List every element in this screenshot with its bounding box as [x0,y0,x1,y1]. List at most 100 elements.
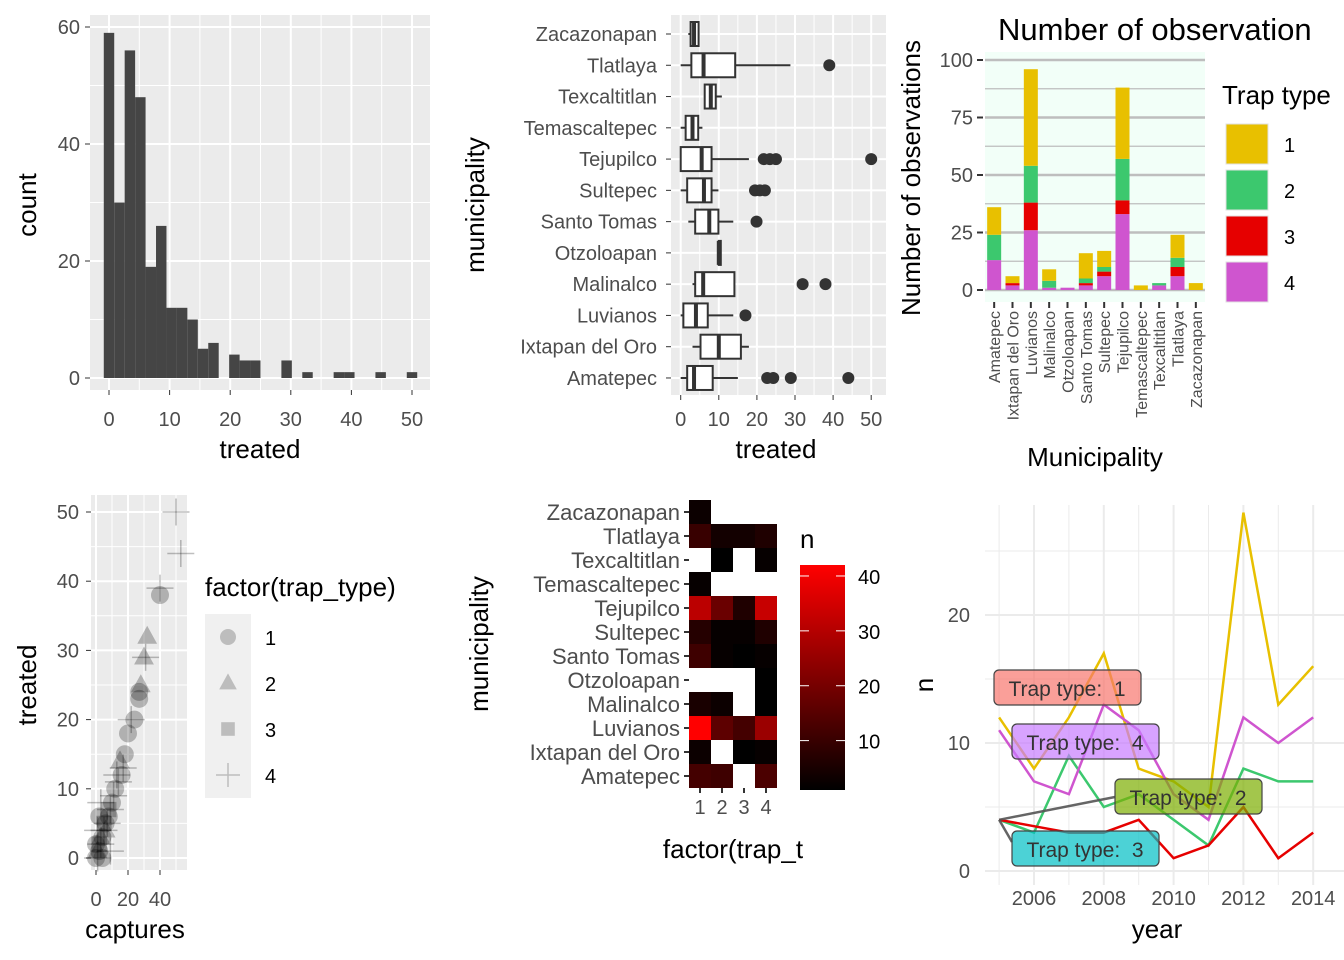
y-tick-label: Luvianos [577,305,657,327]
heatmap-cell [689,500,711,524]
stacked-bar-segment [1170,257,1185,267]
heatmap-cell [733,692,755,716]
x-axis-title: year [1132,914,1183,944]
y-axis-title: n [909,678,939,692]
x-tick-label: 50 [860,409,882,431]
y-tick-label: Zacazonapan [547,500,680,525]
heatmap-cell [755,644,777,668]
heatmap-cell [689,716,711,740]
y-tick-label: Ixtapan del Oro [520,337,657,359]
stacked-bar-segment [1170,276,1185,290]
box-outlier [767,371,780,384]
scatter-point [151,586,169,605]
y-tick-label: Ixtapan del Oro [530,740,680,765]
stacked-bar-segment [1097,271,1112,277]
scatter-point [91,836,107,852]
scatter-point [117,706,145,734]
scatter-point [146,574,174,602]
heatmap-cell [733,764,755,788]
x-tick-label: 30 [280,409,302,431]
hist-bar [302,372,313,378]
stacked-bar-segment [1115,200,1130,215]
legend-label: 3 [1284,227,1295,249]
box [694,271,736,298]
box-outlier [784,371,797,384]
scatter-point [87,849,105,867]
x-axis-title: treated [220,434,301,464]
box-outlier [823,59,836,72]
scatter-point [101,801,117,818]
legend-key [1225,123,1269,165]
legend-label: 4 [1284,273,1295,295]
x-tick-label: 10 [158,409,180,431]
scatter-point [93,849,112,867]
scatter-point [90,816,118,844]
legend-key [220,629,236,645]
y-tick-label: 0 [68,848,79,870]
series-label: Trap type: 4 [1026,732,1143,755]
colorbar [800,565,845,790]
boxplot-panel [671,15,886,395]
heatmap-cell [711,620,733,644]
heatmap-cell [755,716,777,740]
scatter-point [95,819,116,838]
stacked-bar-segment [1078,278,1093,284]
heatmap-cell [689,764,711,788]
box [679,146,713,173]
legend-label: 3 [265,720,276,742]
legend-title: n [800,524,814,554]
heatmap-cell [755,500,777,524]
x-tick-label: 3 [738,797,749,819]
heatmap-cell [755,572,777,596]
series-label-box [1011,723,1160,760]
heatmap-cell [755,668,777,692]
x-tick-label: 20 [117,889,139,911]
hist-bar [166,307,177,378]
y-tick-label: Santo Tomas [541,212,657,234]
scatter-point [134,646,154,665]
y-tick-label: 60 [58,17,80,39]
y-tick-label: 100 [940,50,973,72]
y-tick-label: Santo Tomas [552,644,680,669]
y-tick-label: Amatepec [581,764,680,789]
y-tick-label: Sultepec [579,180,657,202]
y-axis-title: count [12,172,42,236]
hist-bar [145,266,157,378]
y-tick-label: 50 [57,502,79,524]
hist-bar [239,360,251,378]
hist-bar [281,360,292,378]
y-tick-label: 25 [951,223,973,245]
legend-key [219,673,237,690]
heatmap-cell [711,596,733,620]
stacked-bar-segment [1042,269,1057,281]
y-tick-label: 40 [57,571,79,593]
heatmap-cell [755,524,777,548]
y-tick-label: Otzoloapan [555,243,657,265]
y-tick-label: Tejupilco [579,149,657,171]
x-tick-label: Tejupilco [1116,311,1133,373]
legend-label: 1 [265,628,276,650]
stacked-bar-segment [1023,69,1038,166]
heatmap-cell [733,668,755,692]
y-tick-label: 0 [69,368,80,390]
x-tick-label: 1 [694,797,705,819]
legend-label: 4 [265,766,276,788]
x-tick-label: Sultepec [1097,311,1114,373]
scatter-point [90,807,109,826]
x-tick-label: 30 [784,409,806,431]
hist-bar [344,372,355,378]
heatmap-cell [711,740,733,764]
scatter-point [130,689,149,708]
x-tick-label: 2006 [1012,888,1057,910]
stacked-bar-segment [1115,214,1130,290]
x-axis-title: treated [736,434,817,464]
y-tick-label: 0 [962,280,973,302]
hist-bar [135,97,146,378]
stacked-bar-segment [987,234,1002,261]
scatter-point [103,761,131,789]
heatmap-cell [689,668,711,692]
scatter-point [119,724,137,743]
x-tick-label: 2 [716,797,727,819]
x-tick-label: 40 [822,409,844,431]
hist-bar [197,348,209,378]
